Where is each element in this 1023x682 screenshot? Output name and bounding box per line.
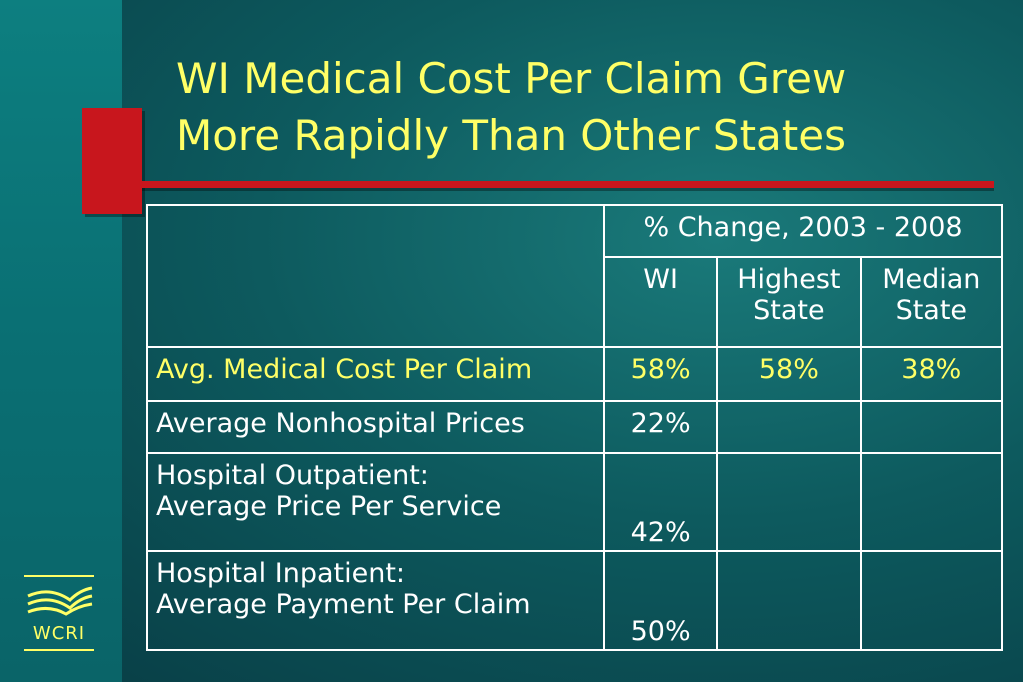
row-label-line-1: Hospital Inpatient: bbox=[156, 558, 405, 589]
column-header-highest-line-1: Highest bbox=[737, 264, 841, 295]
cell-wi-value: 22% bbox=[603, 400, 719, 454]
cell-wi-value: 50% bbox=[603, 550, 719, 651]
table-header-row-2: WI Highest State Median State bbox=[147, 256, 1004, 348]
cell-highest-value bbox=[716, 550, 862, 651]
table-row: Average Nonhospital Prices 22% bbox=[145, 400, 1004, 454]
table-header-row-1: % Change, 2003 - 2008 bbox=[145, 204, 1003, 348]
row-label-hospital-inpatient: Hospital Inpatient: Average Payment Per … bbox=[145, 550, 606, 651]
column-header-highest-state: Highest State bbox=[716, 256, 862, 348]
group-header-cell: % Change, 2003 - 2008 bbox=[603, 204, 1003, 258]
row-label-line-2: Average Payment Per Claim bbox=[156, 589, 531, 620]
row-label-nonhospital-prices: Average Nonhospital Prices bbox=[145, 400, 606, 454]
row-label-line-1: Hospital Outpatient: bbox=[156, 460, 429, 491]
red-divider-line bbox=[142, 181, 994, 188]
column-header-median-line-2: State bbox=[895, 295, 968, 326]
table-corner-cell bbox=[145, 204, 606, 348]
cell-median-value bbox=[859, 452, 1004, 552]
column-header-highest-line-2: State bbox=[753, 295, 825, 326]
table-row: Hospital Outpatient: Average Price Per S… bbox=[145, 452, 1004, 552]
column-header-median-state: Median State bbox=[859, 256, 1004, 348]
slide-title-line-1: WI Medical Cost Per Claim Grew bbox=[176, 54, 847, 103]
wcri-logo-text: WCRI bbox=[32, 623, 86, 644]
slide-title: WI Medical Cost Per Claim Grew More Rapi… bbox=[176, 50, 996, 164]
cell-median-value: 38% bbox=[859, 346, 1004, 402]
column-header-median-line-1: Median bbox=[882, 264, 981, 295]
row-label-avg-medical-cost: Avg. Medical Cost Per Claim bbox=[145, 346, 606, 402]
column-header-wi-line-1: WI bbox=[643, 264, 678, 295]
row-label-hospital-outpatient: Hospital Outpatient: Average Price Per S… bbox=[145, 452, 606, 552]
cell-highest-value: 58% bbox=[716, 346, 862, 402]
cell-median-value bbox=[859, 550, 1004, 651]
red-accent-block bbox=[82, 108, 142, 214]
cell-wi-value: 58% bbox=[603, 346, 719, 402]
table-row: Hospital Inpatient: Average Payment Per … bbox=[145, 550, 1004, 651]
cell-highest-value bbox=[716, 452, 862, 552]
slide-title-line-2: More Rapidly Than Other States bbox=[176, 111, 846, 160]
cell-median-value bbox=[859, 400, 1004, 454]
cell-highest-value bbox=[716, 400, 862, 454]
table-row: Avg. Medical Cost Per Claim 58% 58% 38% bbox=[145, 346, 1004, 402]
cell-wi-value: 42% bbox=[603, 452, 719, 552]
wcri-logo-icon bbox=[24, 575, 94, 651]
cost-change-table: % Change, 2003 - 2008 WI Highest State M… bbox=[145, 204, 1004, 651]
column-header-wi: WI bbox=[603, 256, 719, 348]
row-label-line-2: Average Price Per Service bbox=[156, 491, 502, 522]
